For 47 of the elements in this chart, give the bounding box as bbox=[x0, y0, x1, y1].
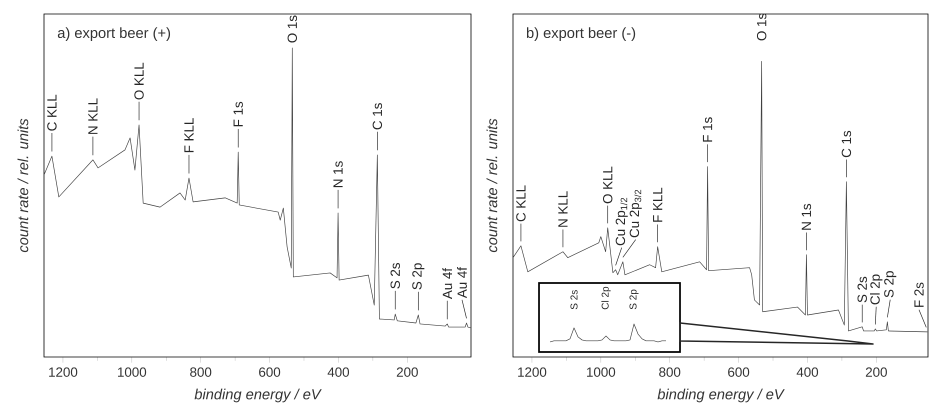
y-axis-title: count rate / rel. units bbox=[18, 118, 28, 252]
annotation: O KLL bbox=[134, 62, 144, 100]
y-axis-title: count rate / rel. units bbox=[486, 118, 498, 252]
x-tick-label: 600 bbox=[728, 367, 750, 377]
x-tick-label: 200 bbox=[866, 367, 887, 377]
annotation: Au 4f bbox=[457, 267, 467, 298]
x-tick-label: 200 bbox=[396, 367, 418, 377]
annotation: O KLL bbox=[602, 166, 612, 204]
annotation: O 1s bbox=[288, 16, 297, 43]
annotation: O 1s bbox=[756, 13, 766, 40]
x-tick-label: 800 bbox=[190, 367, 212, 377]
annotation: S 2p bbox=[884, 271, 896, 298]
annotation: F KLL bbox=[653, 188, 662, 222]
annotation: Cl 2p bbox=[601, 286, 611, 310]
annotation: C KLL bbox=[47, 94, 57, 131]
annotation: N 1s bbox=[802, 204, 812, 230]
annotation: F KLL bbox=[184, 118, 194, 152]
chart-title: b) export beer (-) bbox=[526, 27, 636, 41]
annotation: S 2p bbox=[412, 263, 424, 290]
annotation: F 2s bbox=[914, 282, 924, 307]
annotation: Au 4f bbox=[442, 268, 452, 300]
x-tick-label: 1200 bbox=[49, 367, 78, 377]
annotation: N 1s bbox=[333, 161, 343, 188]
annotation: S 2s bbox=[858, 276, 867, 302]
chart-title: a) export beer (+) bbox=[58, 27, 170, 41]
annotation: S 2p bbox=[629, 290, 639, 310]
annotation: Cu 2p$_{3/2}$ bbox=[630, 190, 642, 238]
annotation: Cu 2p$_{1/2}$ bbox=[616, 198, 628, 246]
x-axis-title: binding energy / eV bbox=[658, 388, 785, 402]
annotation: N KLL bbox=[558, 191, 568, 227]
annotation: C KLL bbox=[516, 185, 526, 222]
x-tick-label: 400 bbox=[328, 367, 350, 377]
annotation: N KLL bbox=[88, 98, 98, 134]
x-axis-title: binding energy / eV bbox=[194, 388, 322, 402]
x-tick-label: 1000 bbox=[118, 367, 146, 377]
x-tick-label: 1200 bbox=[518, 367, 546, 377]
x-tick-label: 1000 bbox=[587, 367, 616, 377]
annotation: F 1s bbox=[234, 102, 243, 126]
annotation: C 1s bbox=[842, 130, 852, 158]
annotation: S 2s bbox=[570, 290, 578, 310]
annotation: S 2s bbox=[390, 263, 400, 289]
x-tick-label: 400 bbox=[796, 367, 818, 377]
x-tick-label: 800 bbox=[659, 367, 680, 377]
x-tick-label: 600 bbox=[259, 367, 280, 377]
annotation: F 1s bbox=[702, 117, 712, 142]
annotation: Cl 2p bbox=[870, 274, 882, 304]
annotation: C 1s bbox=[372, 103, 382, 130]
